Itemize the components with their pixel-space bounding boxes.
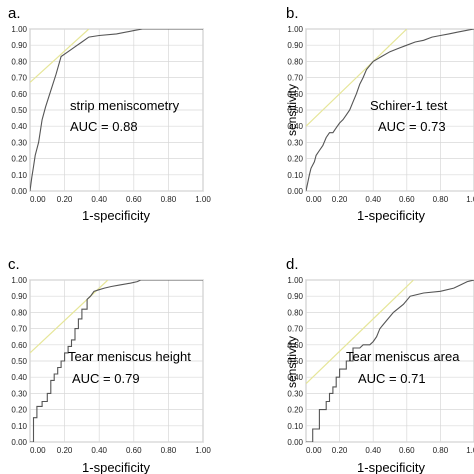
auc-label: AUC = 0.88 bbox=[70, 119, 138, 134]
x-tick-label: 0.60 bbox=[399, 195, 415, 204]
test-name-label: Tear meniscus height bbox=[68, 349, 191, 364]
y-tick-label: 1.00 bbox=[11, 276, 27, 285]
test-name-label: strip meniscometry bbox=[70, 98, 180, 113]
reference-line bbox=[306, 29, 408, 127]
y-tick-label: 0.90 bbox=[11, 292, 27, 301]
x-tick-label: 0.20 bbox=[57, 446, 73, 455]
y-tick-label: 0.30 bbox=[11, 138, 27, 147]
y-tick-label: 1.00 bbox=[11, 25, 27, 34]
x-tick-label: 0.80 bbox=[161, 446, 177, 455]
y-tick-label: 0.40 bbox=[11, 373, 27, 382]
x-tick-label: 0.00 bbox=[30, 195, 46, 204]
y-tick-label: 0.80 bbox=[11, 57, 27, 66]
x-tick-label: 0.60 bbox=[126, 195, 142, 204]
y-tick-label: 0.00 bbox=[11, 438, 27, 447]
y-tick-label: 0.00 bbox=[11, 187, 27, 196]
x-tick-label: 0.40 bbox=[91, 195, 107, 204]
x-tick-label: 0.20 bbox=[57, 195, 73, 204]
y-tick-label: 0.00 bbox=[287, 187, 303, 196]
x-tick-label: 0.40 bbox=[365, 195, 381, 204]
y-tick-label: 0.20 bbox=[11, 406, 27, 415]
y-tick-label: 0.10 bbox=[287, 171, 303, 180]
y-tick-label: 0.60 bbox=[11, 90, 27, 99]
y-tick-label: 1.00 bbox=[287, 25, 303, 34]
test-name-label: Schirer-1 test bbox=[370, 98, 448, 113]
x-axis-label: 1-specificity bbox=[82, 208, 150, 223]
y-tick-label: 0.10 bbox=[11, 422, 27, 431]
x-axis-label: 1-specificity bbox=[82, 460, 150, 474]
x-tick-label: 0.20 bbox=[332, 195, 348, 204]
roc-curve bbox=[306, 29, 474, 191]
x-tick-label: 0.60 bbox=[399, 446, 415, 455]
y-axis-label: sensitivity bbox=[285, 84, 299, 136]
y-tick-label: 0.20 bbox=[287, 155, 303, 164]
y-tick-label: 0.10 bbox=[287, 422, 303, 431]
x-tick-label: 0.20 bbox=[332, 446, 348, 455]
auc-label: AUC = 0.71 bbox=[358, 371, 426, 386]
x-tick-label: 0.80 bbox=[161, 195, 177, 204]
roc-curve bbox=[306, 280, 474, 442]
y-axis-label: sensitivity bbox=[285, 336, 299, 388]
y-tick-label: 0.70 bbox=[11, 74, 27, 83]
y-tick-label: 0.40 bbox=[287, 122, 303, 131]
y-tick-label: 0.30 bbox=[287, 138, 303, 147]
y-tick-label: 0.90 bbox=[287, 41, 303, 50]
y-tick-label: 0.20 bbox=[11, 155, 27, 164]
panel-letter: d. bbox=[286, 256, 299, 273]
y-tick-label: 0.20 bbox=[287, 406, 303, 415]
y-tick-label: 0.60 bbox=[287, 341, 303, 350]
y-tick-label: 0.80 bbox=[287, 308, 303, 317]
reference-line bbox=[30, 280, 109, 354]
x-tick-label: 0.40 bbox=[91, 446, 107, 455]
y-tick-label: 1.00 bbox=[287, 276, 303, 285]
y-tick-label: 0.80 bbox=[287, 57, 303, 66]
panel-b: 0.00 0.10 0.20 0.30 0.40 0.50 0.60 0.70 0.80 0.90… bbox=[285, 5, 474, 223]
panel-letter: a. bbox=[8, 5, 21, 22]
reference-line bbox=[306, 280, 414, 385]
y-tick-label: 0.50 bbox=[11, 357, 27, 366]
auc-label: AUC = 0.79 bbox=[72, 371, 140, 386]
roc-curve bbox=[30, 29, 203, 191]
panel-letter: b. bbox=[286, 5, 299, 22]
x-tick-label: 1.00 bbox=[195, 446, 211, 455]
y-tick-label: 0.70 bbox=[287, 74, 303, 83]
y-tick-label: 0.00 bbox=[287, 438, 303, 447]
panel-d: 0.00 0.10 0.20 0.30 0.40 0.50 0.60 0.70 0.80 0.90… bbox=[285, 256, 474, 474]
x-axis-label: 1-specificity bbox=[357, 208, 425, 223]
x-tick-label: 0.00 bbox=[30, 446, 46, 455]
y-tick-label: 0.40 bbox=[11, 122, 27, 131]
y-tick-label: 0.30 bbox=[287, 389, 303, 398]
panel-c: 0.00 0.10 0.20 0.30 0.40 0.50 0.60 0.70 0.80 0.90… bbox=[8, 256, 211, 474]
auc-label: AUC = 0.73 bbox=[378, 119, 446, 134]
roc-curve bbox=[30, 280, 203, 442]
panel-a: 0.00 0.10 0.20 0.30 0.40 0.50 0.60 0.70 0.80 0.90… bbox=[8, 5, 211, 223]
y-tick-label: 0.60 bbox=[287, 90, 303, 99]
y-tick-label: 0.90 bbox=[11, 41, 27, 50]
y-tick-label: 0.50 bbox=[287, 106, 303, 115]
x-tick-label: 0.60 bbox=[126, 446, 142, 455]
x-tick-label: 0.80 bbox=[433, 195, 449, 204]
x-tick-label: 1.00 bbox=[466, 446, 474, 455]
y-tick-label: 0.80 bbox=[11, 308, 27, 317]
y-tick-label: 0.90 bbox=[287, 292, 303, 301]
x-tick-label: 1.00 bbox=[466, 195, 474, 204]
reference-line bbox=[30, 29, 90, 83]
y-tick-label: 0.50 bbox=[287, 357, 303, 366]
x-tick-label: 1.00 bbox=[195, 195, 211, 204]
x-tick-label: 0.00 bbox=[306, 195, 322, 204]
x-tick-label: 0.00 bbox=[306, 446, 322, 455]
y-tick-label: 0.70 bbox=[11, 325, 27, 334]
x-tick-label: 0.40 bbox=[365, 446, 381, 455]
x-tick-label: 0.80 bbox=[433, 446, 449, 455]
y-tick-label: 0.30 bbox=[11, 389, 27, 398]
y-tick-label: 0.40 bbox=[287, 373, 303, 382]
test-name-label: Tear meniscus area bbox=[346, 349, 460, 364]
y-tick-label: 0.60 bbox=[11, 341, 27, 350]
y-tick-label: 0.70 bbox=[287, 325, 303, 334]
panel-letter: c. bbox=[8, 256, 20, 273]
x-axis-label: 1-specificity bbox=[357, 460, 425, 474]
y-tick-label: 0.10 bbox=[11, 171, 27, 180]
y-tick-label: 0.50 bbox=[11, 106, 27, 115]
